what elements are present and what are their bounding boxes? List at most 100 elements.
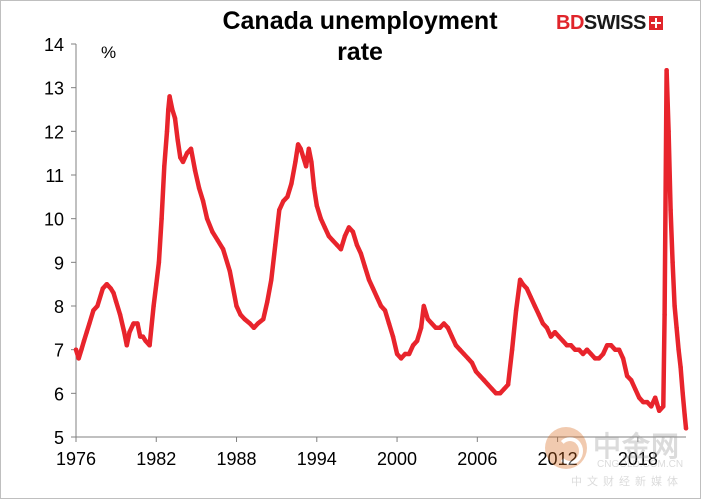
data-point xyxy=(330,238,335,243)
data-point xyxy=(394,351,400,357)
data-point xyxy=(204,216,210,221)
data-point xyxy=(641,399,646,405)
data-point xyxy=(600,351,606,357)
data-point xyxy=(580,351,586,357)
data-point xyxy=(445,325,451,330)
watermark-logo-icon xyxy=(545,427,587,469)
data-point xyxy=(637,395,642,400)
data-point xyxy=(366,277,372,282)
data-point xyxy=(449,334,455,339)
y-tick-label: 5 xyxy=(54,428,64,448)
data-point xyxy=(576,347,582,352)
data-point xyxy=(465,356,471,361)
data-point xyxy=(672,303,677,309)
data-point xyxy=(151,303,156,309)
data-point xyxy=(680,391,685,396)
ticks: 5 6 7 8 9 10 11 12 13 14 1976 1982 1988 1994 2000 2006 2… xyxy=(44,35,658,469)
data-point xyxy=(485,382,491,387)
data-point xyxy=(608,343,614,348)
data-point xyxy=(497,391,503,396)
watermark-subtitle: 中文财经新媒体 xyxy=(571,475,683,488)
data-point xyxy=(629,378,634,383)
data-point xyxy=(390,334,396,339)
data-point xyxy=(117,312,123,317)
data-point xyxy=(255,321,261,326)
data-point xyxy=(604,343,610,348)
data-point xyxy=(166,107,171,112)
data-point xyxy=(540,321,546,326)
data-point xyxy=(662,312,667,317)
data-point xyxy=(306,146,311,151)
data-point xyxy=(441,321,447,326)
data-point xyxy=(281,199,286,204)
data-point xyxy=(532,303,537,309)
data-point xyxy=(164,129,170,134)
data-point xyxy=(481,378,487,383)
data-point xyxy=(666,129,671,134)
y-tick-label: 7 xyxy=(54,341,64,361)
data-point xyxy=(645,399,650,405)
data-point xyxy=(592,356,598,361)
data-point xyxy=(192,168,198,173)
data-point xyxy=(505,382,511,387)
data-point xyxy=(167,94,172,99)
data-point xyxy=(261,316,266,322)
data-point xyxy=(544,325,550,330)
x-tick-label: 1988 xyxy=(217,449,257,469)
data-point xyxy=(633,386,638,392)
data-point xyxy=(664,68,669,73)
data-point xyxy=(100,286,106,291)
data-point xyxy=(178,155,183,160)
data-point xyxy=(326,233,331,239)
data-point xyxy=(303,164,309,169)
series-layer xyxy=(73,67,689,431)
data-point xyxy=(293,159,298,165)
data-point xyxy=(273,242,278,248)
data-point xyxy=(421,303,426,309)
data-point xyxy=(528,295,533,300)
data-point xyxy=(184,151,190,156)
data-point xyxy=(124,343,129,348)
data-point xyxy=(612,347,618,352)
data-point xyxy=(358,251,364,256)
data-point xyxy=(242,316,247,322)
data-point xyxy=(295,142,301,147)
data-point xyxy=(346,225,352,230)
y-unit-label: % xyxy=(101,43,117,62)
data-point xyxy=(111,290,116,296)
data-point xyxy=(584,347,590,352)
data-point xyxy=(560,338,566,344)
data-point xyxy=(180,159,186,165)
data-point xyxy=(653,395,658,400)
data-point xyxy=(425,316,430,322)
x-tick-label: 2006 xyxy=(457,449,497,469)
data-point xyxy=(309,159,314,165)
data-point xyxy=(227,268,232,274)
data-point xyxy=(170,107,175,112)
data-point xyxy=(188,146,194,151)
data-point xyxy=(265,299,270,304)
data-point xyxy=(87,321,92,326)
data-point xyxy=(406,351,412,357)
data-point xyxy=(108,286,114,291)
data-point xyxy=(247,321,253,326)
y-tick-label: 6 xyxy=(54,384,64,404)
series-line-0 xyxy=(73,67,689,431)
data-point xyxy=(564,343,570,348)
data-point xyxy=(238,312,243,317)
y-tick-label: 8 xyxy=(54,297,64,317)
x-tick-label: 2018 xyxy=(618,449,658,469)
y-tick-label: 10 xyxy=(44,210,64,230)
y-tick-label: 14 xyxy=(44,35,64,55)
data-point xyxy=(84,330,89,335)
data-point xyxy=(147,343,152,348)
data-point xyxy=(657,408,662,413)
data-point xyxy=(342,233,348,239)
data-point xyxy=(289,181,294,186)
y-tick-label: 9 xyxy=(54,253,64,273)
data-point xyxy=(682,413,687,418)
data-point xyxy=(277,207,282,213)
data-point xyxy=(135,321,140,326)
swiss-cross-icon xyxy=(648,16,663,30)
